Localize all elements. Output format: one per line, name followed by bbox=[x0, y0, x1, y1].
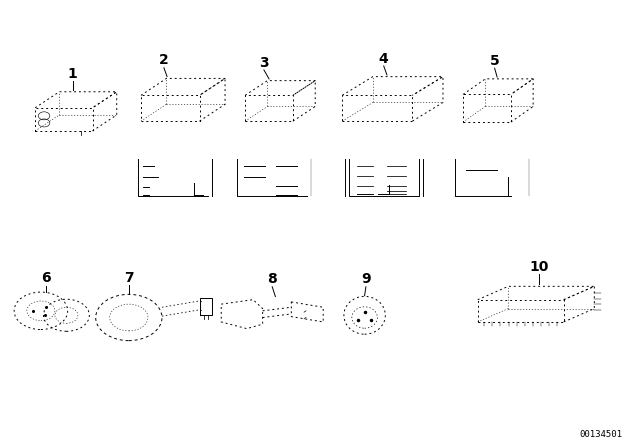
Text: 8: 8 bbox=[268, 272, 277, 286]
Text: 7: 7 bbox=[124, 271, 134, 285]
Text: 4: 4 bbox=[379, 52, 388, 65]
Text: 2: 2 bbox=[159, 53, 169, 67]
Text: 10: 10 bbox=[529, 260, 549, 274]
Text: 3: 3 bbox=[259, 56, 269, 69]
Text: 6: 6 bbox=[41, 271, 51, 285]
Text: 00134501: 00134501 bbox=[580, 430, 623, 439]
Text: 1: 1 bbox=[68, 67, 77, 81]
Text: 5: 5 bbox=[490, 54, 499, 68]
Text: 9: 9 bbox=[361, 272, 371, 286]
